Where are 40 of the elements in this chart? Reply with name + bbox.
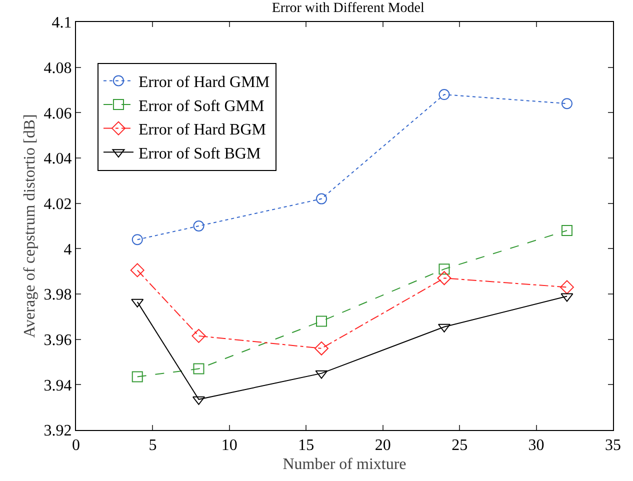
legend-label: Error of Hard GMM xyxy=(138,74,270,91)
point xyxy=(192,328,206,343)
y-tick-label: 3.94 xyxy=(44,377,72,394)
y-tick-label: 4.04 xyxy=(44,150,72,168)
point xyxy=(561,98,572,110)
x-tick-label: 0 xyxy=(72,437,80,454)
x-tick-label: 25 xyxy=(452,437,468,454)
y-tick-label: 4 xyxy=(64,241,72,258)
y-axis-title: Average of cepstrum distortio [dB] xyxy=(22,114,39,338)
y-tick-label: 3.98 xyxy=(44,286,72,304)
chart-title: Error with Different Model xyxy=(272,1,425,16)
y-tick-label: 3.92 xyxy=(44,422,72,440)
point xyxy=(438,89,450,100)
y-tick-label: 3.96 xyxy=(44,332,72,349)
point xyxy=(193,363,204,374)
legend-label: Error of Soft GMM xyxy=(138,98,264,115)
y-tick-label: 4.1 xyxy=(52,14,72,32)
point xyxy=(314,341,328,356)
point xyxy=(132,234,143,246)
legend-label: Error of Hard BGM xyxy=(138,122,266,139)
x-tick-label: 15 xyxy=(298,437,314,454)
point xyxy=(561,225,572,236)
point xyxy=(316,316,327,327)
x-tick-label: 35 xyxy=(605,437,621,454)
point xyxy=(438,264,450,275)
x-axis-title: Number of mixture xyxy=(282,456,406,473)
point xyxy=(437,271,452,286)
y-tick-label: 4.08 xyxy=(44,60,72,77)
x-tick-label: 30 xyxy=(528,437,544,454)
legend-label: Error of Soft BGM xyxy=(138,145,261,162)
point xyxy=(560,280,574,294)
point xyxy=(132,371,143,382)
point xyxy=(193,220,204,232)
point xyxy=(316,193,327,204)
x-tick-label: 20 xyxy=(374,437,391,454)
y-tick-label: 4.02 xyxy=(44,196,72,213)
point xyxy=(130,263,144,278)
y-tick-label: 4.06 xyxy=(44,105,72,122)
x-tick-label: 10 xyxy=(221,437,238,454)
x-tick-label: 5 xyxy=(148,437,157,454)
